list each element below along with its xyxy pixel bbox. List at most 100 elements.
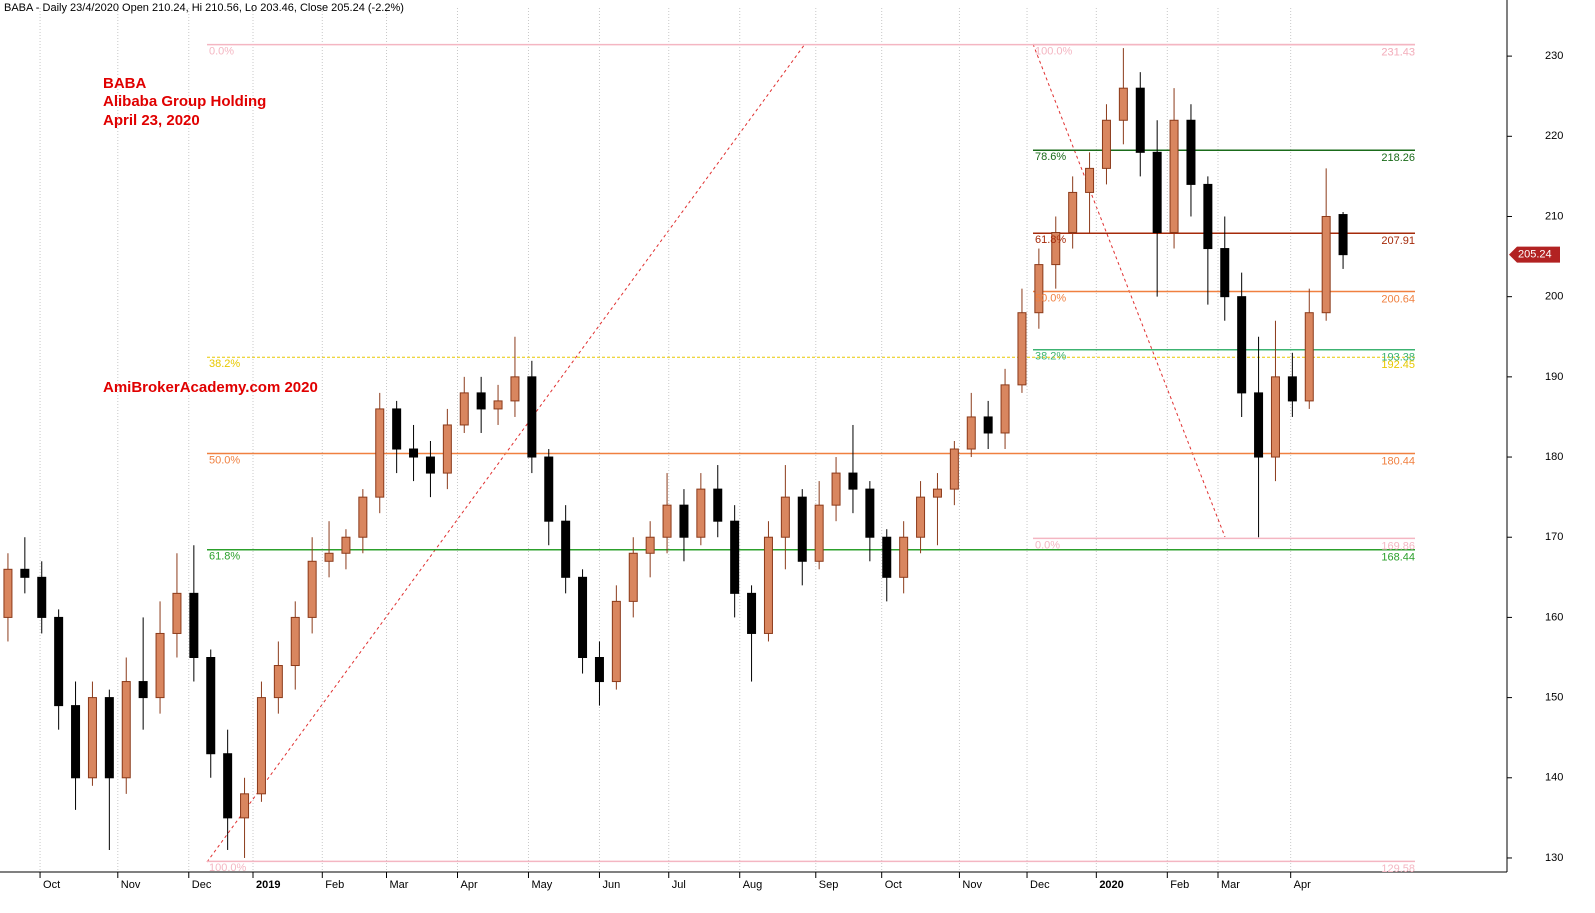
candle-body [37,576,47,618]
candle-body [645,536,655,554]
candle-body [358,496,368,538]
candle-body [1068,191,1078,234]
y-tick-label: 150 [1545,692,1563,704]
fib-value: 193.38 [1381,352,1415,364]
candle-body [949,448,959,490]
candle-body [71,705,81,779]
candle-body [932,488,942,498]
candle-body [20,568,30,578]
y-tick-label: 180 [1545,451,1563,463]
fib-value: 231.43 [1381,47,1415,59]
candle-body [882,536,892,578]
candle-body [1220,248,1230,298]
candle-body [1152,151,1162,234]
fib-value: 180.44 [1381,455,1415,467]
x-tick-label: Dec [1030,879,1050,891]
y-tick-label: 140 [1545,772,1563,784]
candle-body [831,472,841,506]
candle-body [527,376,537,458]
candle-body [1118,87,1128,121]
x-tick-label: Aug [743,879,763,891]
fib-label: 50.0% [209,454,240,466]
candle-body [459,392,469,426]
last-price-tag [1509,246,1560,263]
candle-body [1237,296,1247,394]
candle-body [763,536,773,634]
fib-value: 169.86 [1381,540,1415,552]
candle-body [594,657,604,683]
candle-body [493,400,503,410]
candle-body [916,496,926,538]
fib-label: 100.0% [209,862,247,874]
candle-body [256,697,266,795]
candle-body [679,504,689,538]
candle-body [510,376,520,402]
candle-body [290,616,300,667]
candle-body [983,416,993,434]
plot [3,8,1415,872]
candle-body [1203,183,1213,250]
fib-label: 50.0% [1035,292,1066,304]
x-tick-label: Apr [1294,879,1311,891]
annotation: Alibaba Group Holding [103,93,266,110]
candle-body [1338,214,1348,256]
candle-body [696,488,706,538]
fib-label: 78.6% [1035,151,1066,163]
candle-body [240,793,250,819]
fib-value: 129.58 [1381,863,1415,875]
candle-body [104,697,114,779]
candle-body [425,456,435,474]
candle-body [1254,392,1264,458]
candle-body [189,592,199,659]
candle-body [544,456,554,522]
candle-body [223,753,233,819]
candle-body [1169,119,1179,234]
candle-body [966,416,976,450]
candle-body [138,681,148,699]
y-tick-label: 230 [1545,50,1563,62]
y-tick-label: 200 [1545,291,1563,303]
candle-body [392,408,402,450]
fib-value: 200.64 [1381,293,1415,305]
candle-body [814,504,824,562]
candle-body [375,408,385,498]
y-tick-label: 170 [1545,531,1563,543]
candle-body [747,592,757,634]
candle-body [628,552,638,602]
candle-body [172,592,182,634]
candle-body [476,392,486,410]
x-tick-label: Jun [602,879,620,891]
x-tick-label: Dec [192,879,212,891]
last-price-label: 205.24 [1518,249,1552,261]
candle-body [341,536,351,554]
candle-body [324,552,334,562]
header: BABA - Daily 23/4/2020 Open 210.24, Hi 2… [4,2,404,14]
fib-value: 192.45 [1381,359,1415,371]
candle-body [409,448,419,458]
candle-body [662,504,672,538]
x-tick-label: Nov [121,879,141,891]
fib-value: 207.91 [1381,235,1415,247]
watermark: AmiBrokerAcademy.com 2020 [103,379,318,396]
y-tick-label: 210 [1545,210,1563,222]
x-tick-label: Jul [672,879,686,891]
annotation: BABA [103,75,146,92]
candle-body [1085,167,1095,193]
x-tick-label: 2019 [256,879,280,891]
candle-body [1321,215,1331,314]
y-tick-label: 190 [1545,371,1563,383]
candle-body [1101,119,1111,169]
candle-body [848,472,858,490]
candle-body [121,681,131,779]
fib-label: 0.0% [209,46,234,58]
fib-label: 61.8% [209,551,240,563]
fib-value: 218.26 [1381,152,1415,164]
candle-body [442,424,452,474]
candle-body [1034,264,1044,314]
candle-body [54,616,64,707]
candle-body [578,576,588,659]
x-tick-label: Oct [43,879,60,891]
candle-body [865,488,875,538]
candle-body [780,496,790,538]
fib-label: 0.0% [1035,539,1060,551]
